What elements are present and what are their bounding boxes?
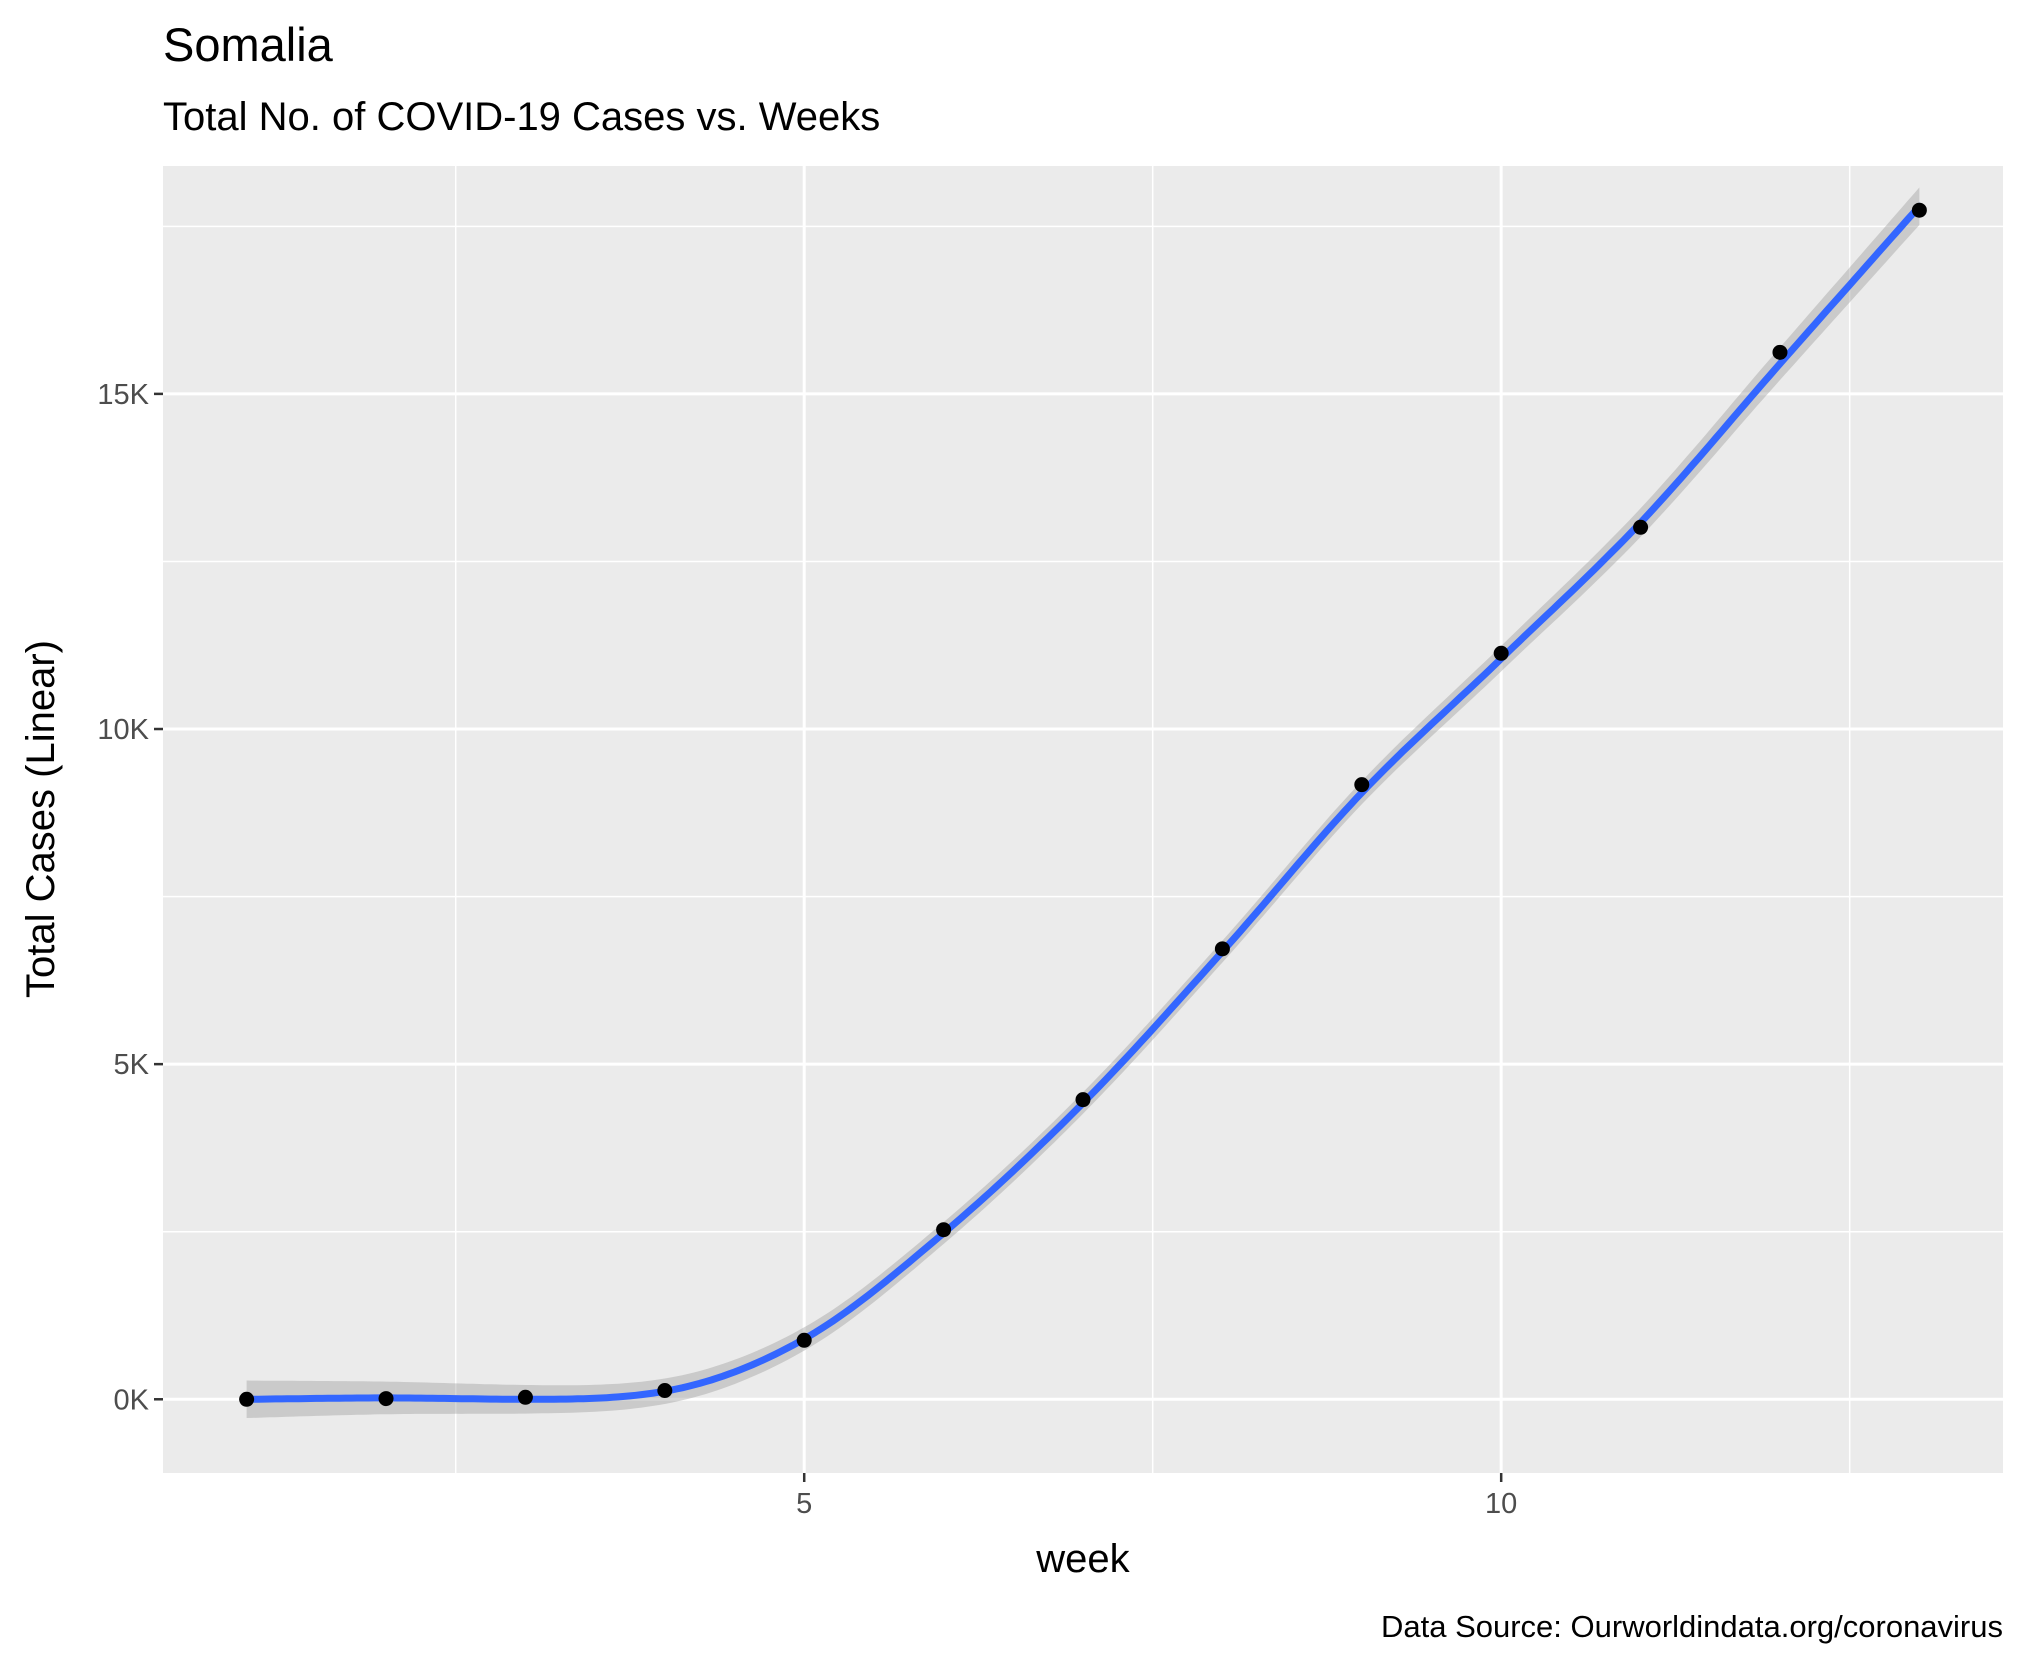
plot-panel <box>163 166 2003 1473</box>
data-point <box>1075 1092 1091 1108</box>
data-source-caption: Data Source: Ourworldindata.org/coronavi… <box>1381 1609 2003 1644</box>
data-point <box>1493 645 1509 661</box>
data-point <box>1214 941 1230 957</box>
data-point <box>517 1389 533 1405</box>
data-point <box>239 1391 255 1407</box>
data-point <box>1354 777 1370 793</box>
y-axis-title: Total Cases (Linear) <box>19 640 63 998</box>
data-point <box>657 1383 673 1399</box>
chart-subtitle: Total No. of COVID-19 Cases vs. Weeks <box>163 95 880 139</box>
y-tick-label: 10K <box>97 714 149 746</box>
minor-gridlines <box>163 166 2003 1473</box>
y-tick-label: 5K <box>114 1049 150 1081</box>
data-point <box>1772 344 1788 360</box>
chart-title: Somalia <box>163 18 334 71</box>
y-tick-label: 0K <box>114 1384 150 1416</box>
data-point <box>378 1391 394 1407</box>
data-points <box>239 202 1927 1407</box>
x-axis-title: week <box>1035 1537 1130 1581</box>
data-point <box>936 1222 952 1238</box>
data-point <box>796 1332 812 1348</box>
data-point <box>1911 202 1927 218</box>
data-point <box>1633 519 1649 535</box>
x-tick-label: 10 <box>1485 1488 1517 1520</box>
major-gridlines <box>163 166 2003 1473</box>
axis-ticks: 5 10 0K 5K 10K 15K <box>97 379 1517 1520</box>
y-tick-label: 15K <box>97 379 149 411</box>
x-tick-label: 5 <box>796 1488 812 1520</box>
